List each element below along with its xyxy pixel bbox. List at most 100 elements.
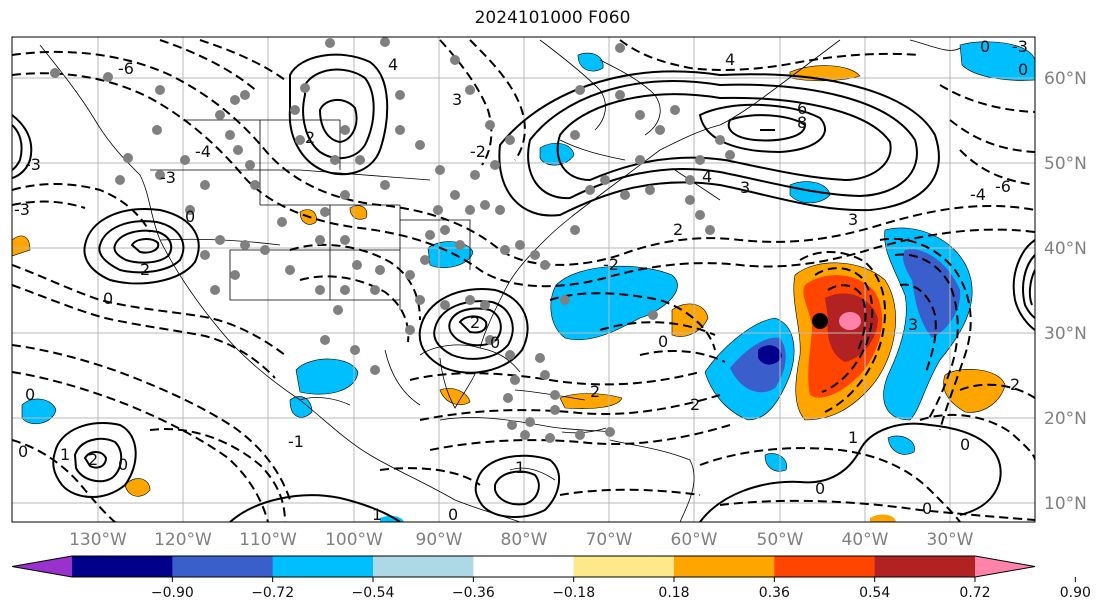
contour-label: 3	[740, 178, 750, 197]
observation-dot	[315, 235, 325, 245]
observation-dot	[230, 270, 240, 280]
observation-dot	[320, 207, 330, 217]
observation-dot	[605, 427, 615, 437]
observation-dot	[405, 270, 415, 280]
observation-dot	[485, 120, 495, 130]
contour-label: 3	[908, 315, 918, 334]
observation-dot	[685, 195, 695, 205]
observation-dot	[395, 125, 405, 135]
observation-dot	[505, 350, 515, 360]
lon-label: 60°W	[671, 530, 718, 550]
observation-dot	[370, 365, 380, 375]
colorbar-extend-min	[12, 556, 72, 577]
colorbar-tick-label: 0.90	[1060, 585, 1091, 601]
observation-dot	[420, 255, 430, 265]
latitude-labels: 60°N 50°N 40°N 30°N 20°N 10°N	[1044, 69, 1087, 514]
observation-dot	[260, 245, 270, 255]
observation-dot	[510, 375, 520, 385]
contour-label: 2	[690, 395, 700, 414]
colorbar-outline	[11, 555, 1036, 578]
colorbar-segment	[573, 556, 675, 577]
observation-dot	[465, 205, 475, 215]
colorbar-tick-label: −0.54	[352, 585, 395, 601]
observation-dot	[350, 345, 360, 355]
contour-label: 0	[658, 332, 668, 351]
observation-dot	[103, 72, 113, 82]
lon-label: 90°W	[416, 530, 463, 550]
storm-center-marker	[812, 313, 828, 329]
colorbar-segment	[72, 556, 173, 577]
observation-dot	[155, 170, 165, 180]
observation-dot	[440, 225, 450, 235]
observation-dot	[285, 265, 295, 275]
colorbar-segment	[473, 556, 575, 577]
observation-dot	[435, 165, 445, 175]
observation-dot	[230, 95, 240, 105]
observation-dot	[115, 175, 125, 185]
contour-label: -3	[1012, 37, 1028, 56]
contour-label: 0	[960, 435, 970, 454]
observation-dot	[395, 90, 405, 100]
observation-dot	[340, 125, 350, 135]
contour-label: 1	[848, 428, 858, 447]
contour-label: 0	[1018, 60, 1028, 79]
observation-dot	[215, 235, 225, 245]
contour-label: 2	[673, 220, 683, 239]
map-title: 2024101000 F060	[474, 8, 631, 28]
observation-dot	[585, 185, 595, 195]
lat-label: 10°N	[1044, 494, 1087, 514]
observation-dot	[240, 240, 250, 250]
contour-label: 3	[848, 210, 858, 229]
observation-dot	[123, 153, 133, 163]
lat-label: 20°N	[1044, 409, 1087, 429]
observation-dot	[200, 250, 210, 260]
observation-dot	[480, 300, 490, 310]
contour-label: 2	[140, 260, 150, 279]
colorbar-tick-label: 0.54	[859, 585, 890, 601]
contour-label: 8	[797, 113, 807, 132]
observation-dot	[545, 433, 555, 443]
colorbar-segment	[874, 556, 976, 577]
observation-dot	[465, 85, 475, 95]
observation-dot	[215, 110, 225, 120]
observation-dot	[540, 260, 550, 270]
lon-label: 70°W	[586, 530, 633, 550]
observation-dot	[570, 225, 580, 235]
observation-dot	[375, 265, 385, 275]
contour-label: 1	[372, 505, 382, 524]
observation-dot	[240, 90, 250, 100]
observation-dot	[695, 155, 705, 165]
contour-label: -3	[160, 168, 176, 187]
colorbar-tick-label: 0.36	[759, 585, 790, 601]
contour-label: 3	[452, 90, 462, 109]
colorbar-segment	[272, 556, 374, 577]
contour-label: 0	[18, 442, 28, 461]
observation-dot	[185, 205, 195, 215]
colorbar-tick-label: 0.72	[959, 585, 990, 601]
observation-dot	[277, 217, 287, 227]
observation-dot	[380, 37, 390, 47]
contours-positive	[12, 53, 1035, 522]
lat-label: 50°N	[1044, 154, 1087, 174]
observation-dot	[450, 190, 460, 200]
observation-dot	[50, 68, 60, 78]
observation-dot	[340, 190, 350, 200]
contour-label: 0	[185, 207, 195, 226]
contour-label: 1	[60, 445, 70, 464]
observation-dot	[685, 175, 695, 185]
observation-dot	[330, 155, 340, 165]
contour-label: 2	[88, 450, 98, 469]
observation-dot	[520, 430, 530, 440]
contour-labels: 0 2 0 -4 -3 -6 2 4 3 -2 4 6 8 4 3 3 2 -2…	[14, 37, 1028, 524]
observation-dot	[333, 305, 343, 315]
contour-label: 0	[25, 385, 35, 404]
observation-dot	[540, 370, 550, 380]
observation-dot	[455, 240, 465, 250]
observation-dot	[300, 83, 310, 93]
observation-dot	[480, 200, 490, 210]
observation-dot	[210, 285, 220, 295]
observation-dot	[560, 295, 570, 305]
lon-label: 80°W	[501, 530, 548, 550]
contour-label: -3	[14, 200, 30, 219]
